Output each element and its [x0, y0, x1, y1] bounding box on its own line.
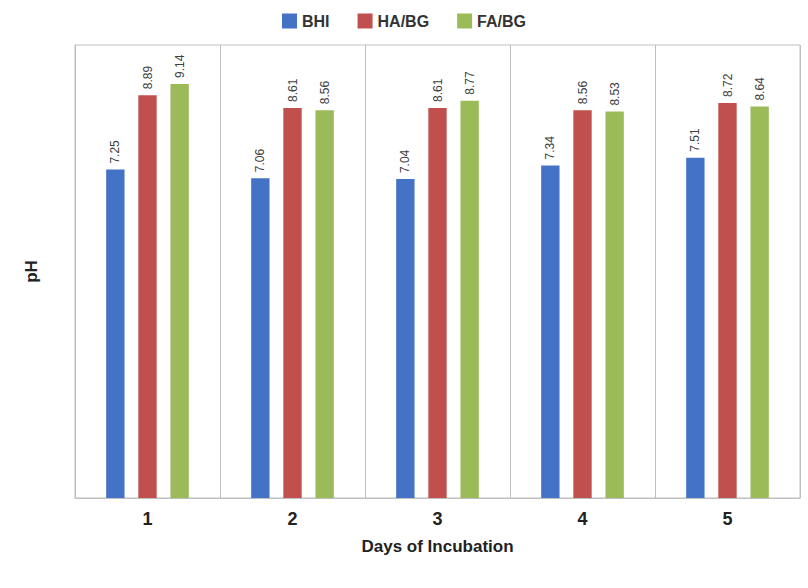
svg-text:pH: pH	[22, 260, 41, 283]
svg-text:1: 1	[142, 509, 152, 529]
svg-text:8.56: 8.56	[576, 81, 590, 105]
svg-text:7.51: 7.51	[688, 128, 702, 152]
svg-text:BHI: BHI	[302, 13, 330, 30]
svg-text:8.64: 8.64	[753, 77, 767, 101]
svg-text:2: 2	[287, 509, 297, 529]
svg-text:FA/BG: FA/BG	[477, 13, 526, 30]
svg-text:4: 4	[577, 509, 587, 529]
svg-text:8.53: 8.53	[608, 82, 622, 106]
svg-text:8.89: 8.89	[141, 66, 155, 90]
svg-text:8.61: 8.61	[286, 78, 300, 102]
svg-text:8.56: 8.56	[318, 81, 332, 105]
svg-text:8.77: 8.77	[463, 71, 477, 95]
svg-text:7.06: 7.06	[253, 149, 267, 173]
svg-text:HA/BG: HA/BG	[378, 13, 430, 30]
svg-text:7.34: 7.34	[543, 136, 557, 160]
svg-text:5: 5	[722, 509, 732, 529]
svg-text:8.72: 8.72	[721, 73, 735, 97]
svg-text:Days of Incubation: Days of Incubation	[361, 537, 513, 556]
svg-text:7.04: 7.04	[398, 149, 412, 173]
svg-text:9.14: 9.14	[173, 54, 187, 78]
svg-text:8.61: 8.61	[431, 78, 445, 102]
svg-text:7.25: 7.25	[108, 140, 122, 164]
svg-text:3: 3	[432, 509, 442, 529]
